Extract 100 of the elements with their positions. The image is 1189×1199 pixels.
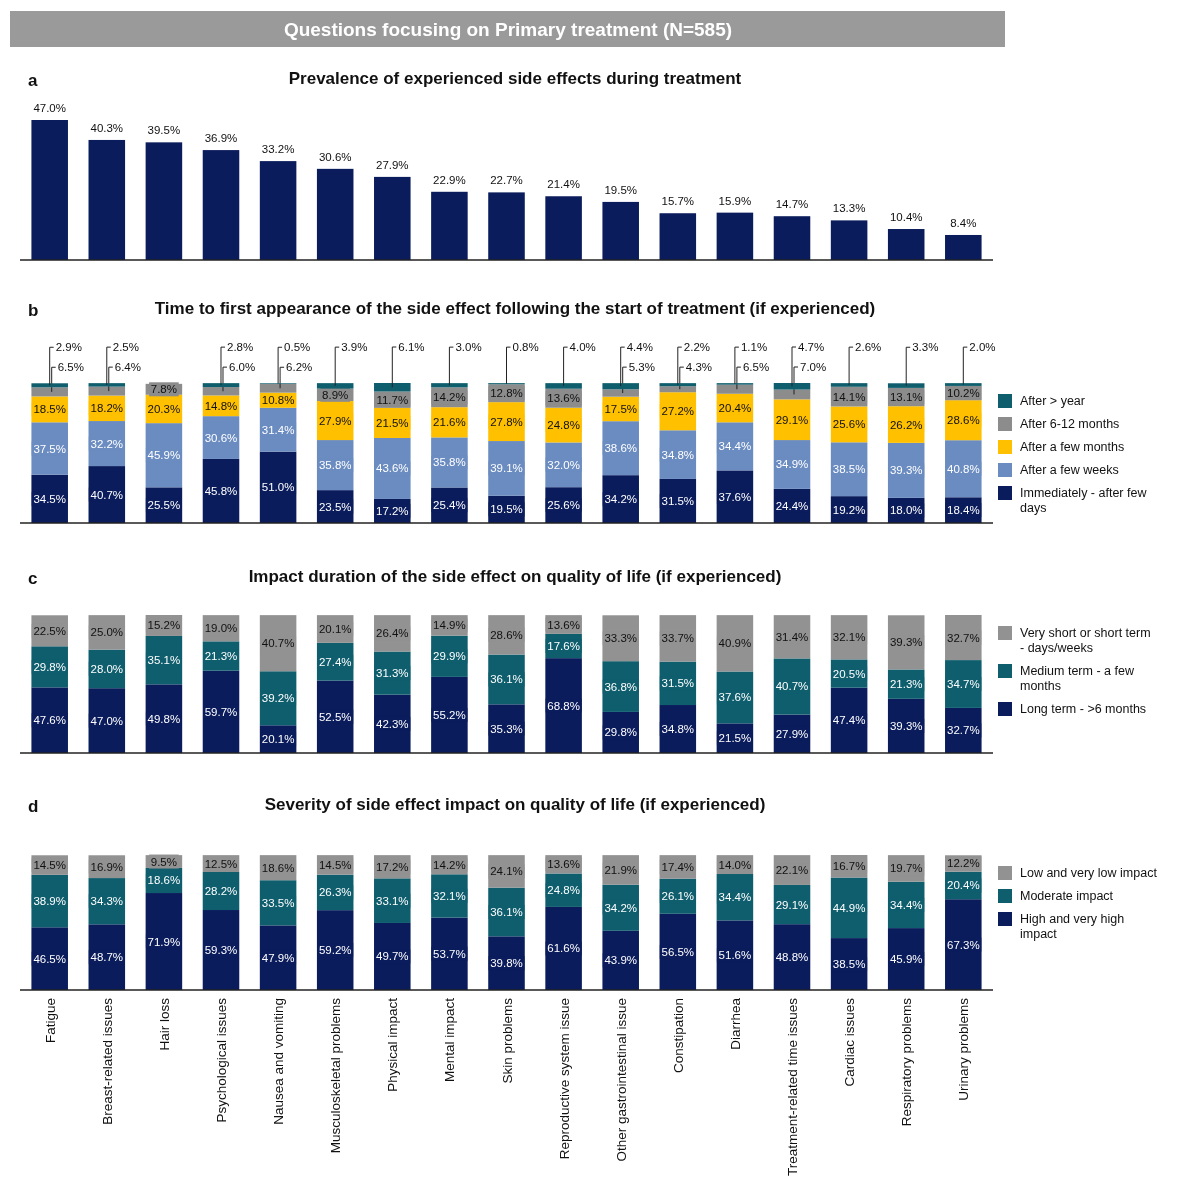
data-label: 27.2% (661, 405, 695, 418)
legend-label: High and very high impact (1020, 912, 1125, 941)
data-label: 13.1% (889, 391, 923, 404)
data-label: 34.2% (604, 493, 638, 506)
data-label: 37.6% (718, 490, 752, 503)
data-label: 6.0% (229, 361, 256, 374)
data-label: 55.2% (433, 708, 466, 721)
data-label: 20.1% (261, 733, 295, 746)
data-label: 17.4% (661, 860, 695, 873)
data-label: 45.9% (889, 953, 923, 966)
data-label: 31.4% (775, 630, 809, 643)
data-label: 29.8% (604, 726, 638, 739)
data-label: 24.8% (547, 419, 580, 432)
x-tick-label: Mental impact (442, 997, 458, 1083)
data-label: 32.7% (947, 631, 980, 644)
data-label: 34.3% (90, 895, 124, 908)
data-label: 36.8% (604, 680, 638, 693)
data-label: 14.2% (433, 858, 466, 871)
data-label: 56.5% (661, 945, 695, 958)
data-label: 43.9% (604, 954, 638, 967)
x-tick-label: Treatment-related time issues (785, 997, 800, 1177)
data-label: 47.9% (261, 951, 295, 964)
legend-label: Very short or short term - days/weeks (1020, 626, 1151, 655)
data-label: 29.8% (33, 660, 66, 673)
data-label: 45.9% (147, 449, 181, 462)
data-label: 10.8% (261, 394, 295, 407)
data-label: 20.1% (318, 622, 352, 635)
data-label: 27.4% (318, 655, 352, 668)
x-tick-label: Skin problems (499, 997, 515, 1084)
data-label: 18.6% (261, 861, 295, 874)
data-label: 17.6% (547, 640, 580, 653)
legend-label: After > year (1020, 394, 1085, 408)
data-label: 11.7% (376, 393, 409, 406)
data-label: 21.3% (889, 678, 923, 691)
data-label: 59.7% (204, 705, 238, 718)
data-label: 14.8% (204, 399, 238, 412)
data-label: 15.7% (661, 195, 695, 208)
data-label: 25.4% (433, 499, 466, 512)
data-label: 3.0% (455, 341, 482, 354)
data-label: 32.7% (947, 724, 980, 737)
data-label: 10.4% (889, 211, 923, 224)
data-label: 14.2% (433, 391, 466, 404)
data-label: 1.1% (740, 341, 768, 354)
data-label: 40.7% (261, 637, 295, 650)
legend-label: Long term - >6 months (1020, 702, 1147, 716)
data-label: 18.6% (147, 874, 181, 887)
data-label: 32.1% (433, 889, 466, 902)
data-label: 12.2% (947, 857, 980, 870)
data-label: 34.9% (775, 458, 809, 471)
data-label: 19.2% (832, 503, 866, 516)
data-label: 51.0% (261, 481, 295, 494)
data-label: 24.4% (775, 499, 809, 512)
data-label: 7.0% (800, 361, 827, 373)
data-label: 68.8% (547, 699, 580, 712)
data-label: 22.9% (433, 173, 466, 186)
data-label: 39.1% (490, 462, 523, 475)
data-label: 53.7% (433, 947, 466, 960)
data-label: 0.8% (512, 341, 539, 354)
data-label: 34.4% (889, 898, 923, 911)
data-label: 35.1% (147, 654, 181, 667)
text: d (28, 797, 39, 816)
data-label: 26.1% (661, 890, 695, 903)
data-label: 33.7% (661, 632, 695, 645)
data-label: 4.4% (626, 341, 653, 354)
data-label: 33.5% (261, 896, 295, 909)
data-label: 33.1% (375, 894, 409, 907)
text: a (28, 71, 38, 90)
data-label: 14.5% (318, 858, 352, 871)
data-label: 2.6% (855, 341, 882, 354)
data-label: 2.8% (227, 341, 254, 354)
data-label: 44.9% (832, 901, 866, 914)
x-tick-label: Nausea and vomiting (271, 998, 287, 1125)
data-label: 6.2% (286, 361, 313, 374)
data-label: 27.9% (318, 414, 352, 427)
data-label: 37.5% (33, 442, 66, 455)
x-tick-label: Urinary problems (956, 997, 972, 1101)
data-label: 35.8% (318, 459, 352, 472)
data-label: 47.6% (33, 714, 66, 727)
data-label: 59.2% (318, 944, 352, 957)
text: b (28, 301, 39, 320)
data-label: 26.4% (375, 627, 409, 640)
data-label: 21.9% (604, 863, 638, 876)
data-label: 29.1% (775, 898, 809, 911)
data-label: 40.9% (718, 637, 752, 650)
data-label: 45.8% (204, 484, 238, 497)
data-label: 40.3% (90, 121, 124, 134)
legend-label: After a few months (1020, 440, 1125, 454)
data-label: 38.9% (33, 895, 66, 908)
data-label: 35.3% (490, 722, 523, 735)
data-label: 59.3% (204, 944, 238, 957)
data-label: 3.3% (912, 341, 939, 354)
data-label: 19.5% (604, 183, 638, 196)
legend-label: After 6-12 months (1020, 417, 1120, 431)
data-label: 24.1% (490, 865, 523, 878)
data-label: 14.1% (832, 390, 866, 403)
x-tick-label: Reproductive system issue (556, 998, 572, 1160)
data-label: 21.3% (204, 650, 238, 663)
data-label: 5.3% (628, 361, 655, 374)
data-label: 38.6% (604, 442, 638, 455)
data-label: 22.7% (490, 174, 523, 187)
